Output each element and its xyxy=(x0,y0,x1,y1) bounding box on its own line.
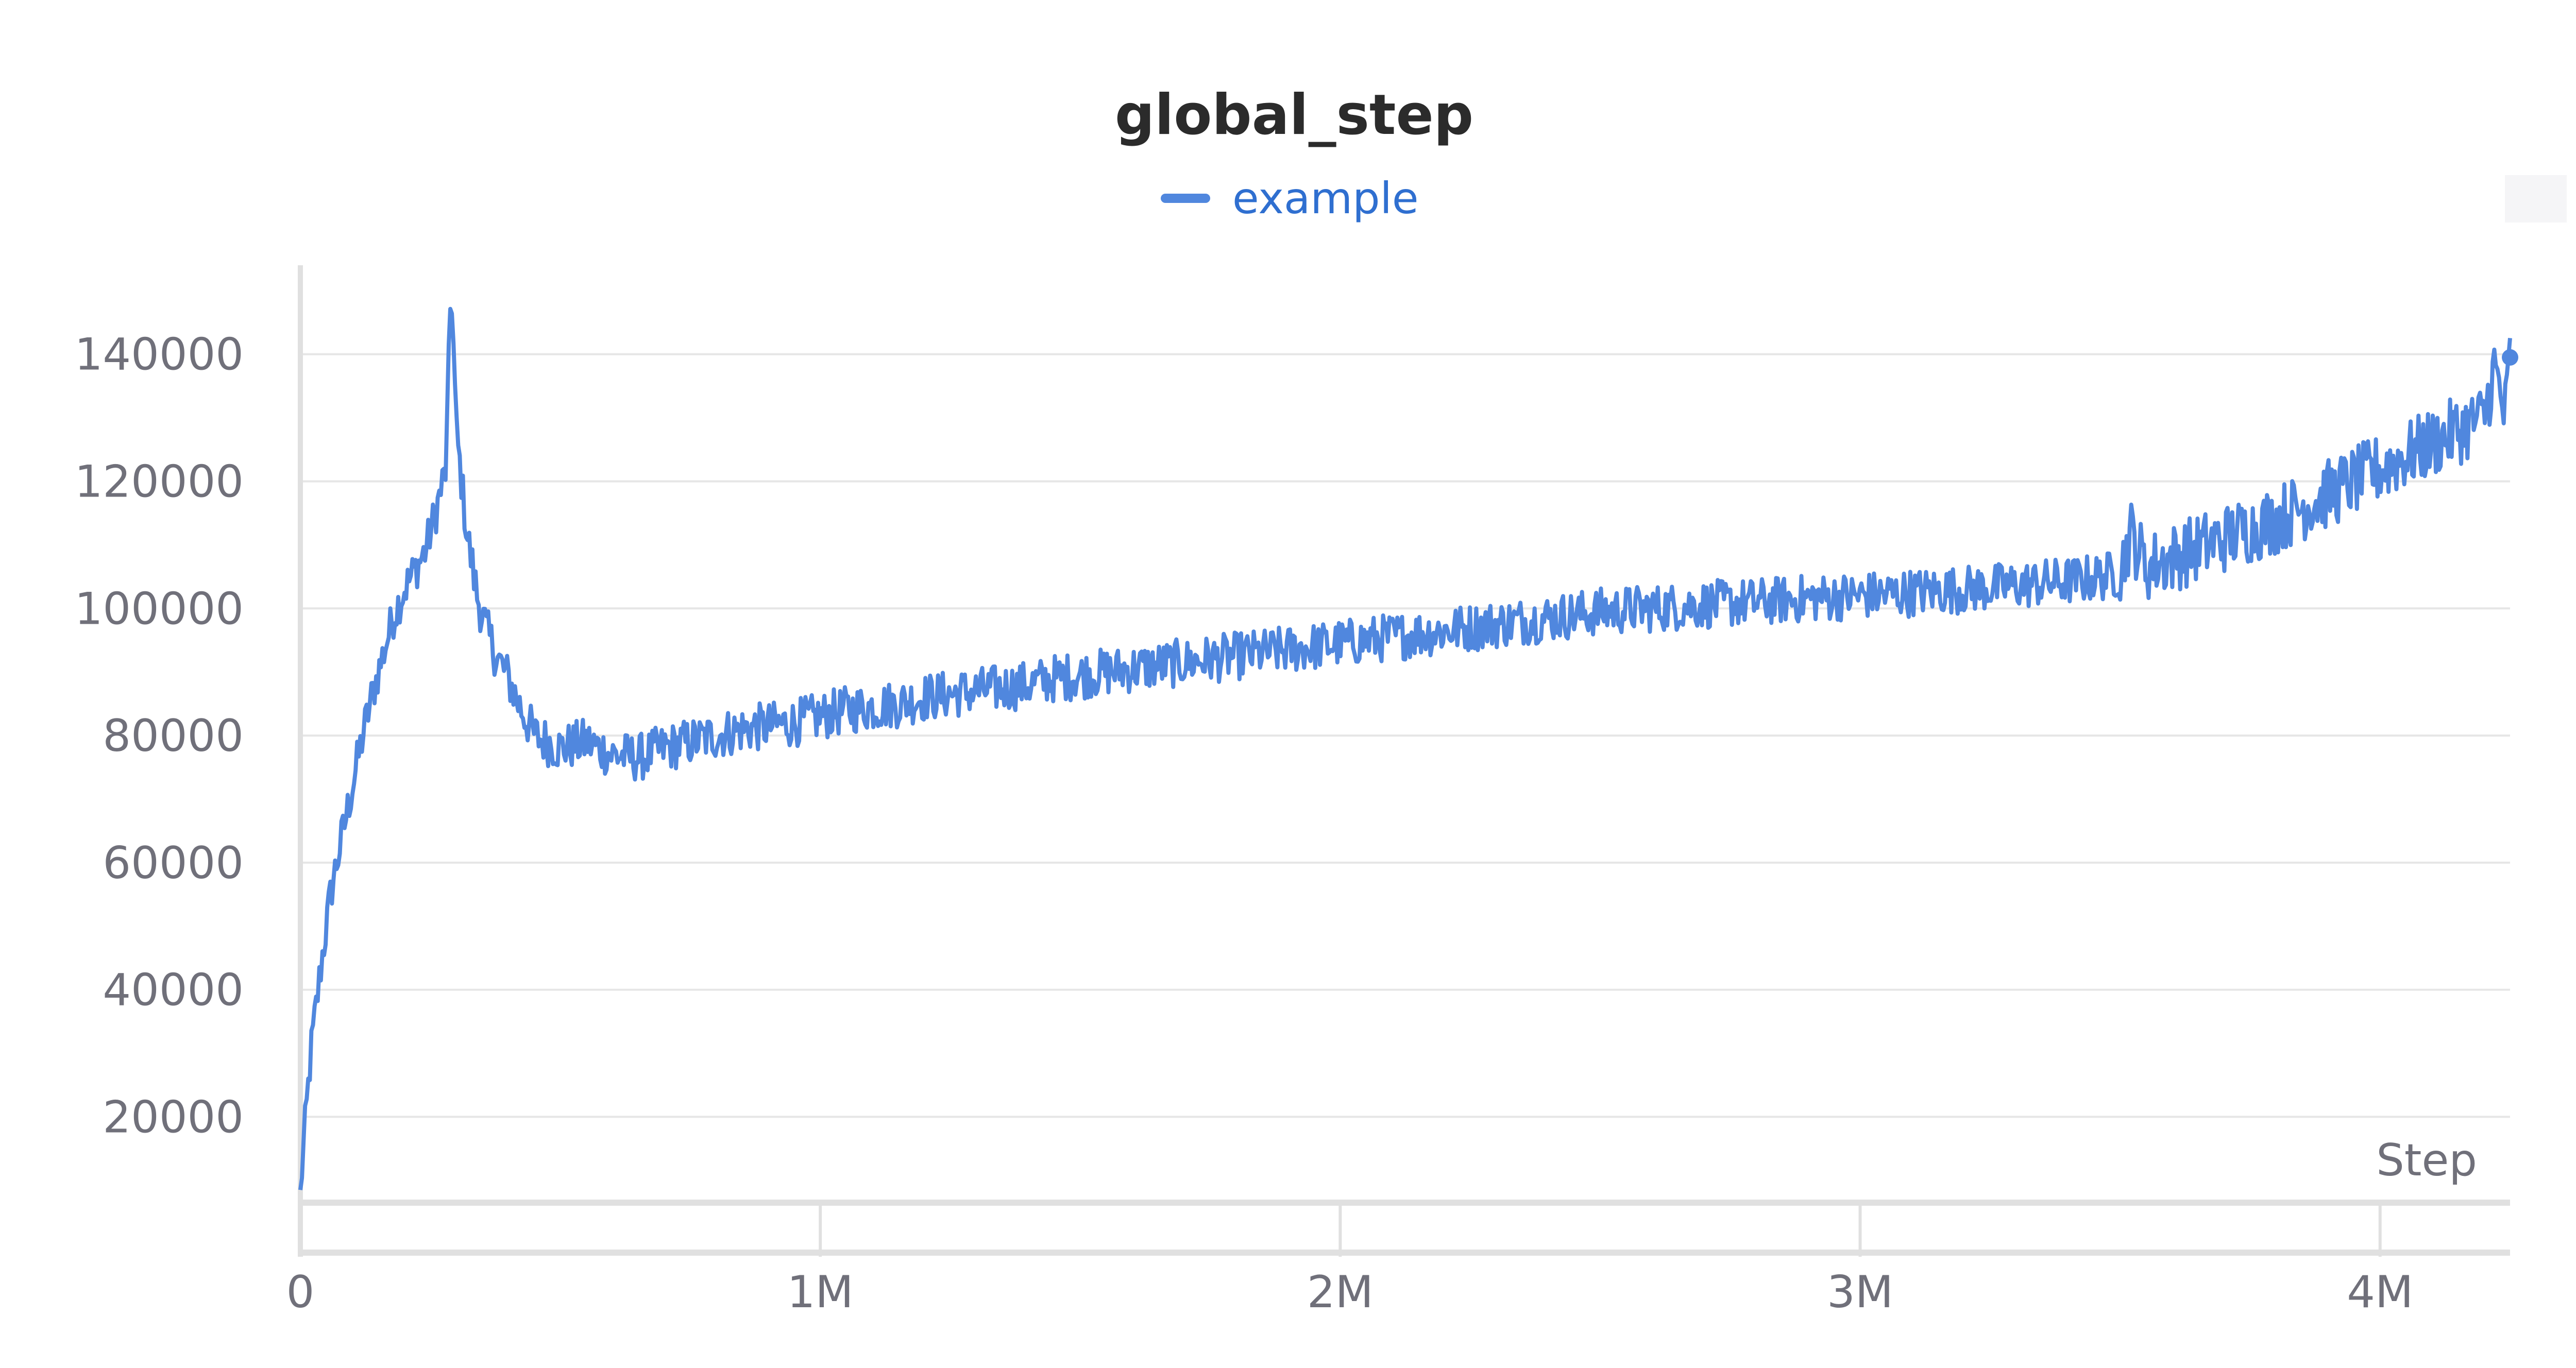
y-axis-ticks: 20000 40000 60000 80000 100000 120000 140000 xyxy=(75,329,244,1143)
x-axis-label: Step xyxy=(2376,1135,2477,1186)
chart-title: global_step xyxy=(1115,83,1473,147)
y-tick-label: 60000 xyxy=(103,837,244,889)
gridlines xyxy=(300,353,2510,1118)
y-tick-label: 20000 xyxy=(103,1091,244,1143)
panel-menu-button[interactable] xyxy=(2505,175,2567,223)
x-tick-label: 4M xyxy=(2347,1267,2413,1318)
x-tick-label: 3M xyxy=(1827,1267,1893,1318)
series-layer xyxy=(298,306,2518,1190)
y-tick-label: 80000 xyxy=(103,710,244,762)
y-tick-label: 100000 xyxy=(75,583,244,635)
x-axis-ticks: 0 1M 2M 3M 4M xyxy=(286,1267,2414,1318)
y-tick-label: 140000 xyxy=(75,329,244,381)
axes xyxy=(298,265,2510,1257)
series-line-example xyxy=(298,306,2512,1190)
x-tick-label: 1M xyxy=(787,1267,854,1318)
x-tick-label: 2M xyxy=(1307,1267,1374,1318)
legend[interactable]: example xyxy=(1161,173,1419,224)
y-tick-label: 40000 xyxy=(103,965,244,1016)
x-tick-label: 0 xyxy=(286,1267,315,1318)
y-tick-label: 120000 xyxy=(75,456,244,508)
legend-label-example: example xyxy=(1232,173,1419,224)
series-end-point xyxy=(2502,349,2518,366)
